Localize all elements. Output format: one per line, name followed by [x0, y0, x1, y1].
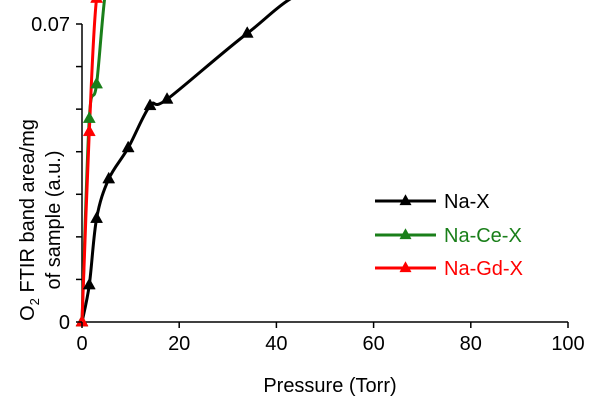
data-point-na-x [102, 171, 116, 184]
data-point-na-x [240, 26, 254, 38]
x-tick-label: 40 [265, 333, 287, 355]
axes [81, 24, 568, 323]
legend-marker-na-ce-x [399, 228, 412, 240]
x-tick-label: 0 [76, 333, 87, 355]
legend-label-na-x: Na-X [444, 191, 490, 213]
y-tick-label: 0 [59, 312, 70, 334]
x-tick-label: 80 [460, 333, 482, 355]
data-point-na-gd-x [82, 124, 96, 137]
legend-marker-na-x [399, 194, 412, 206]
x-axis-title: Pressure (Torr) [263, 375, 396, 397]
series-line-na-x [80, 0, 292, 324]
legend-marker-na-gd-x [399, 261, 412, 273]
legend-label-na-ce-x: Na-Ce-X [444, 225, 522, 247]
y-axis-title-subscript: 2 [27, 298, 42, 305]
legend: Na-X Na-Ce-X Na-Gd-X [375, 191, 523, 280]
legend-label-na-gd-x: Na-Gd-X [444, 258, 523, 280]
data-point-na-x [82, 277, 96, 290]
data-point-na-ce-x [90, 76, 104, 89]
data-point-na-x [121, 140, 135, 153]
y-axis-title-rest: FTIR band area/mg [17, 119, 39, 298]
data-point-na-x [90, 211, 104, 223]
ticks [76, 23, 569, 328]
data-point-na-ce-x [82, 111, 96, 123]
markers [75, 0, 254, 327]
data-point-na-gd-x [90, 0, 104, 3]
x-tick-label: 60 [362, 333, 384, 355]
x-tick-label: 100 [551, 333, 584, 355]
y-axis-title: O2 FTIR band area/mg of sample (a.u.) [17, 119, 65, 321]
data-point-na-x [143, 98, 157, 111]
y-axis-title-line2: of sample (a.u.) [43, 151, 65, 290]
y-axis-title-line1: O2 FTIR band area/mg [17, 119, 42, 321]
data-point-na-x [160, 92, 174, 104]
tick-labels: 0 20 40 60 80 100 0 0.07 [31, 14, 585, 355]
x-tick-label: 20 [168, 333, 190, 355]
y-axis-title-o: O [17, 305, 39, 321]
y-tick-label: 0.07 [31, 14, 70, 36]
